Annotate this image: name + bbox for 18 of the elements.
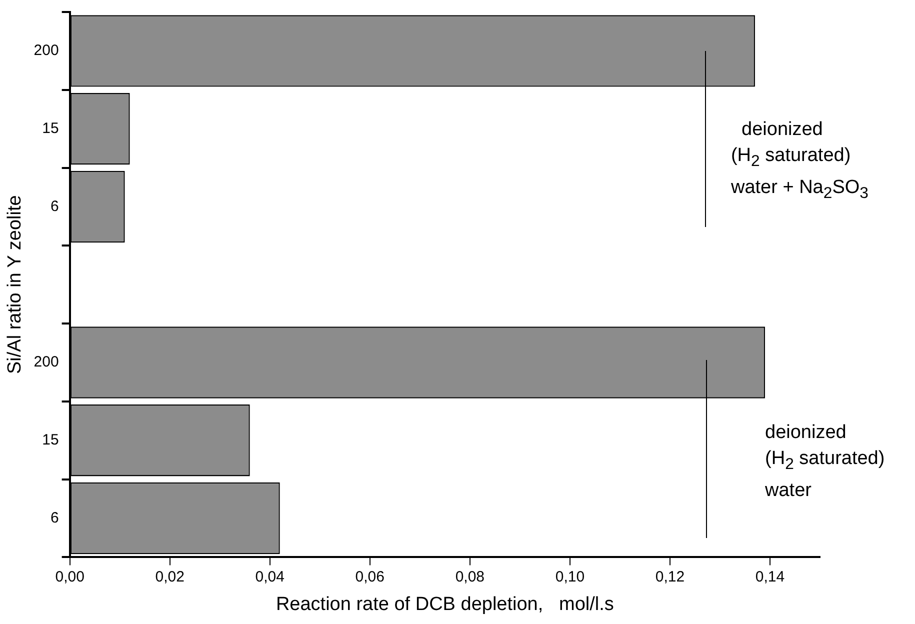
y-tick-label: 15 [42,120,59,137]
x-tick-label: 0,02 [155,568,184,586]
x-axis-title: Reaction rate of DCB depletion, mol/l.s [276,594,614,615]
y-tick-label: 15 [42,432,59,449]
y-tick-label: 200 [34,354,59,371]
y-axis-title: Si/Al ratio in Y zeolite [4,195,26,374]
x-tick-label: 0,10 [555,568,585,586]
x-tick-label: 0,00 [55,568,84,586]
x-tick-label: 0,12 [655,568,685,586]
annotation: deionized (H$_{2}$ saturated) water [765,421,885,503]
x-tick-label: 0,06 [355,568,384,586]
x-tick-label: 0,14 [755,568,785,586]
x-tick-label: 0,08 [455,568,485,586]
x-tick-label: 0,04 [255,568,284,586]
y-tick-label: 200 [34,42,59,60]
annotation: deionized (H$_{2}$ saturated) water + Na$_{2}$SO$_{3}$ [730,118,868,204]
y-tick-label: 6 [50,198,59,215]
y-tick-label: 6 [50,509,59,526]
